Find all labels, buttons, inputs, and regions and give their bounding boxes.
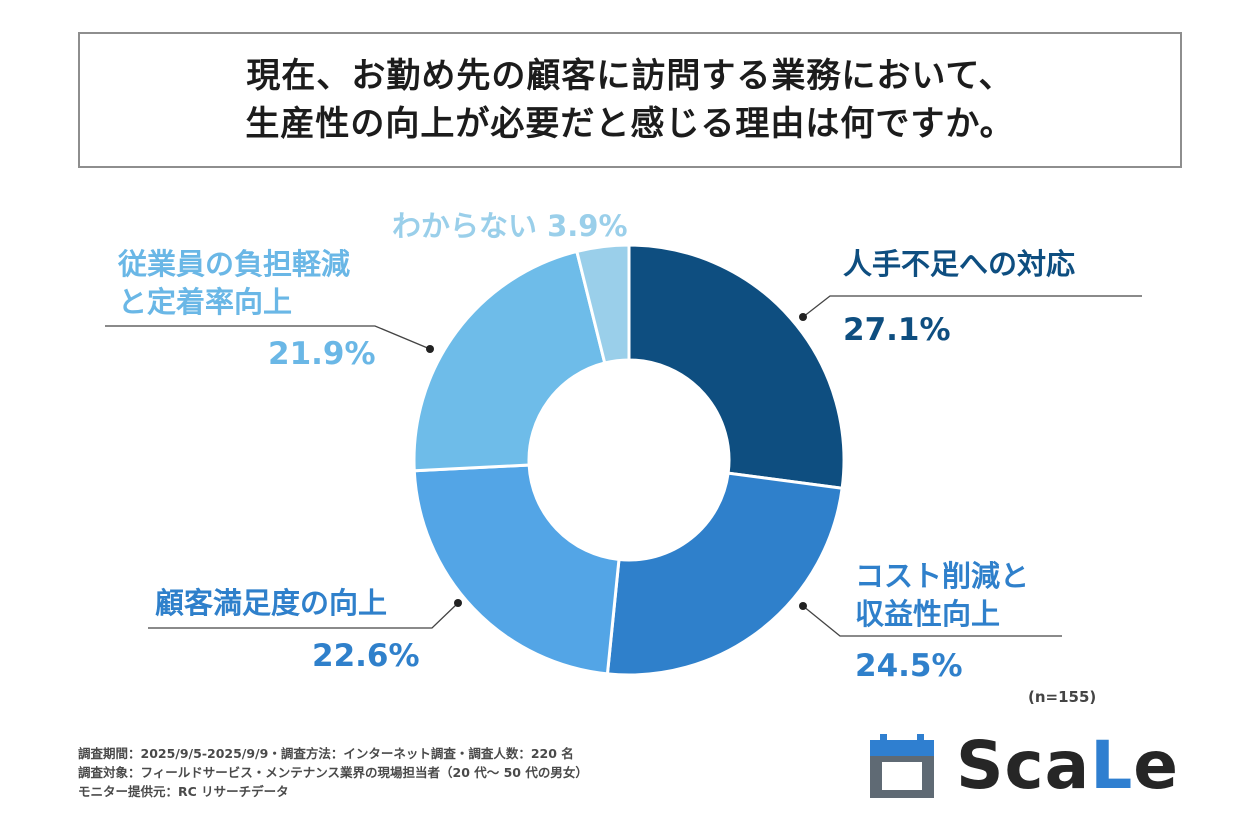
logo-text-a: Sca	[956, 727, 1091, 804]
leader-line-s3	[105, 325, 431, 350]
label-s2-pct: 22.6%	[312, 638, 420, 674]
title-line-1: 現在、お勤め先の顧客に訪問する業務において、	[246, 56, 1014, 96]
leader-dot-s0	[799, 313, 807, 321]
footer-line-3: モニター提供元：RC リサーチデータ	[78, 784, 289, 799]
label-s1-name-1: コスト削減と	[855, 559, 1030, 593]
calendar-icon	[870, 734, 934, 798]
survey-footer: 調査期間：2025/9/5-2025/9/9・調査方法：インターネット調査・調査…	[78, 744, 588, 801]
scale-logo: ScaLe	[868, 732, 1188, 800]
leader-line-s1	[802, 605, 1062, 637]
donut-slice-0	[627, 243, 846, 490]
label-s3-name-1: 従業員の負担軽減	[118, 247, 351, 281]
footer-line-1: 調査期間：2025/9/5-2025/9/9・調査方法：インターネット調査・調査…	[78, 746, 574, 761]
logo-text-c: e	[1133, 727, 1180, 804]
footer-line-2: 調査対象：フィールドサービス・メンテナンス業界の現場担当者（20 代～ 50 代…	[78, 765, 588, 780]
logo-text: ScaLe	[956, 732, 1179, 800]
donut-slice-1	[605, 471, 844, 677]
logo-text-b: L	[1090, 727, 1134, 804]
title-line-2: 生産性の向上が必要だと感じる理由は何ですか。	[245, 104, 1015, 144]
donut-slice-4	[575, 243, 631, 365]
title-box: 現在、お勤め先の顧客に訪問する業務において、 生産性の向上が必要だと感じる理由は…	[78, 32, 1182, 168]
sample-size-note: (n=155)	[1028, 688, 1097, 706]
label-s2-name: 顧客満足度の向上	[155, 586, 388, 620]
label-s1-name-2: 収益性向上	[855, 597, 1001, 631]
leader-dot-s1	[799, 602, 807, 610]
leader-dot-s2	[454, 599, 462, 607]
label-s3-pct: 21.9%	[268, 336, 376, 372]
label-s3-name-2: と定着率向上	[118, 285, 293, 319]
leader-line-s0	[802, 295, 1142, 318]
leader-line-s2	[148, 602, 459, 629]
leader-dot-s3	[426, 345, 434, 353]
donut-slice-3	[412, 249, 607, 473]
label-s4: わからない 3.9%	[392, 209, 628, 243]
label-s0-pct: 27.1%	[843, 312, 951, 348]
donut-slice-2	[412, 463, 621, 676]
label-s0-name: 人手不足への対応	[843, 247, 1076, 281]
label-s1-pct: 24.5%	[855, 648, 963, 684]
